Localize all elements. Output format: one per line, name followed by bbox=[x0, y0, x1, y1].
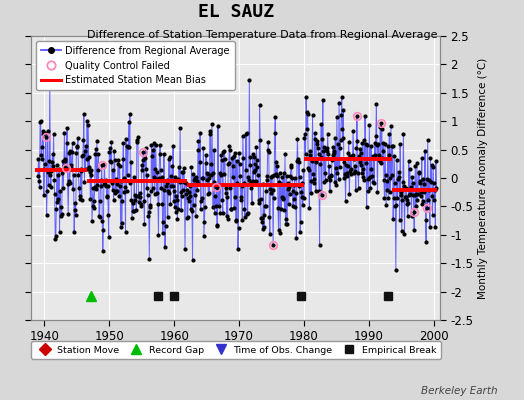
Text: Difference of Station Temperature Data from Regional Average: Difference of Station Temperature Data f… bbox=[87, 30, 437, 40]
Title: EL SAUZ: EL SAUZ bbox=[198, 2, 274, 20]
Text: Berkeley Earth: Berkeley Earth bbox=[421, 386, 498, 396]
Y-axis label: Monthly Temperature Anomaly Difference (°C): Monthly Temperature Anomaly Difference (… bbox=[478, 57, 488, 299]
Legend: Station Move, Record Gap, Time of Obs. Change, Empirical Break: Station Move, Record Gap, Time of Obs. C… bbox=[31, 341, 441, 359]
